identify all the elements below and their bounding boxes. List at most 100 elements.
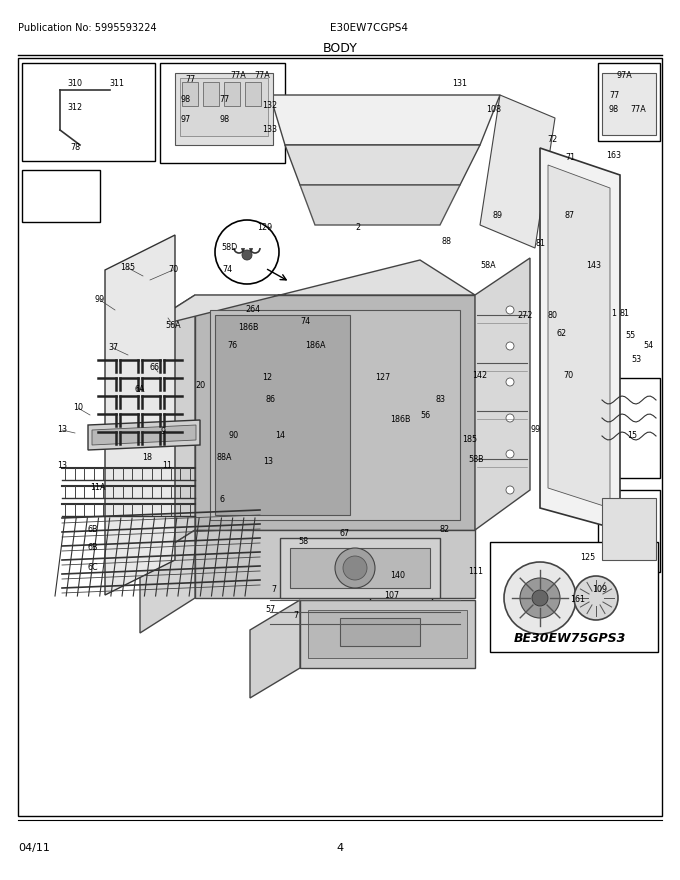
Polygon shape (195, 530, 475, 598)
Polygon shape (480, 95, 555, 248)
Text: 12: 12 (262, 373, 272, 383)
Bar (175, 73, 273, 145)
Text: 66: 66 (150, 363, 160, 372)
Bar (22, 170, 100, 222)
Polygon shape (140, 260, 475, 330)
Polygon shape (548, 165, 610, 508)
Text: 140: 140 (390, 570, 405, 580)
Text: 98: 98 (181, 96, 191, 105)
Text: 7: 7 (294, 611, 299, 620)
Text: 2: 2 (356, 224, 360, 232)
Text: 143: 143 (586, 260, 602, 269)
Text: 97A: 97A (616, 70, 632, 79)
Circle shape (242, 250, 252, 260)
Bar (602, 498, 656, 560)
Bar (370, 553, 432, 601)
Text: 70: 70 (168, 266, 178, 275)
Polygon shape (300, 600, 475, 668)
Text: 58A: 58A (480, 260, 496, 269)
Text: 77: 77 (220, 96, 230, 105)
Text: 131: 131 (452, 78, 468, 87)
Text: 14: 14 (275, 430, 285, 439)
Text: 88A: 88A (216, 453, 232, 463)
Polygon shape (280, 538, 440, 598)
Text: 58B: 58B (469, 456, 483, 465)
Text: 77: 77 (186, 76, 196, 84)
Bar (22, 63, 155, 161)
Text: 62: 62 (557, 329, 567, 339)
Text: 185: 185 (462, 436, 477, 444)
Polygon shape (540, 148, 620, 530)
Polygon shape (105, 235, 175, 595)
Circle shape (520, 578, 560, 618)
Text: 6: 6 (220, 495, 224, 504)
Text: 107: 107 (384, 590, 400, 599)
Bar (224, 82, 240, 106)
Text: 58: 58 (298, 538, 308, 546)
Text: 9: 9 (160, 428, 165, 436)
Text: 83: 83 (435, 395, 445, 405)
Text: 72: 72 (547, 136, 557, 144)
Text: 86: 86 (265, 395, 275, 405)
Circle shape (335, 548, 375, 588)
Text: 7: 7 (271, 585, 277, 595)
Text: 186B: 186B (390, 415, 410, 424)
Text: 111: 111 (469, 568, 483, 576)
Text: 37: 37 (108, 343, 118, 353)
Text: 163: 163 (607, 150, 622, 159)
Text: 82: 82 (440, 525, 450, 534)
Text: 77: 77 (609, 91, 619, 99)
Text: 11: 11 (162, 460, 172, 470)
Text: 74: 74 (222, 266, 232, 275)
Text: 13: 13 (57, 426, 67, 435)
Text: 58D: 58D (222, 244, 238, 253)
Text: 90: 90 (229, 430, 239, 439)
Text: 1: 1 (611, 310, 617, 319)
Bar (598, 378, 660, 478)
Text: Publication No: 5995593224: Publication No: 5995593224 (18, 23, 156, 33)
Text: 186B: 186B (238, 324, 258, 333)
Text: E30EW7CGPS4: E30EW7CGPS4 (330, 23, 408, 33)
Text: 74: 74 (300, 318, 310, 326)
Text: 81: 81 (535, 238, 545, 247)
Text: 88: 88 (442, 238, 452, 246)
Text: 81: 81 (619, 310, 629, 319)
Text: 57: 57 (265, 605, 275, 614)
Text: 56A: 56A (165, 320, 181, 329)
Bar (598, 490, 660, 572)
Text: 132: 132 (262, 100, 277, 109)
Text: 272: 272 (517, 312, 532, 320)
Text: 04/11: 04/11 (18, 843, 50, 853)
Circle shape (506, 450, 514, 458)
Text: 6B: 6B (88, 525, 98, 534)
Bar (598, 63, 660, 141)
Text: 87: 87 (565, 210, 575, 219)
Text: 98: 98 (220, 115, 230, 124)
Text: 71: 71 (565, 153, 575, 163)
Polygon shape (300, 185, 460, 225)
Text: 310: 310 (67, 78, 82, 87)
Polygon shape (270, 95, 500, 145)
Polygon shape (285, 145, 480, 185)
Bar (160, 63, 285, 163)
Text: 54: 54 (643, 341, 653, 349)
Bar (180, 78, 268, 136)
Polygon shape (290, 548, 430, 588)
Circle shape (504, 562, 576, 634)
Polygon shape (210, 310, 460, 520)
Bar (340, 618, 420, 646)
Polygon shape (88, 420, 200, 450)
Polygon shape (308, 610, 467, 658)
Circle shape (506, 486, 514, 494)
Text: 55: 55 (625, 331, 635, 340)
Circle shape (506, 414, 514, 422)
Text: 77A: 77A (230, 70, 246, 79)
Text: 11A: 11A (90, 483, 106, 493)
Text: 6C: 6C (88, 563, 99, 573)
Polygon shape (140, 530, 195, 633)
Bar (602, 73, 656, 135)
Circle shape (506, 306, 514, 314)
Text: 78: 78 (70, 143, 80, 152)
Text: 4: 4 (337, 843, 343, 853)
Bar (18, 58, 662, 816)
